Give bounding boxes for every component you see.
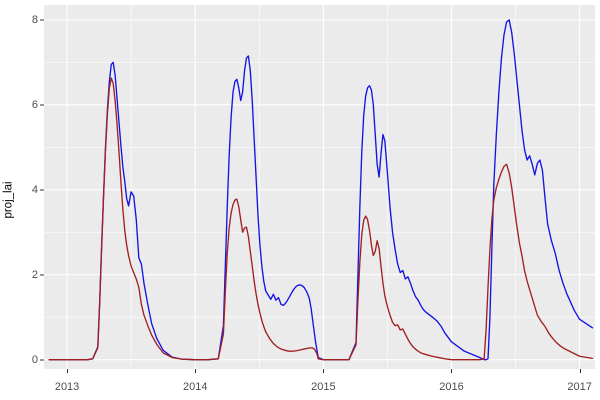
x-tick-mark <box>195 369 197 373</box>
x-tick-label: 2014 <box>182 381 208 393</box>
gridlines-major <box>44 5 595 369</box>
y-axis-tick-labels: 0 2 4 6 8 <box>0 0 44 400</box>
x-tick-mark <box>579 369 581 373</box>
y-tick-label: 8 <box>31 13 38 26</box>
x-tick-label: 2015 <box>311 381 336 393</box>
y-tick-mark <box>40 104 44 106</box>
x-tick-mark <box>451 369 453 373</box>
data-series-group <box>48 19 594 361</box>
y-tick-label: 4 <box>31 183 38 196</box>
y-tick-mark <box>40 19 44 21</box>
y-tick-label: 2 <box>31 268 38 281</box>
x-tick-label: 2013 <box>54 381 80 393</box>
plot-panel <box>44 5 595 369</box>
y-tick-mark <box>40 359 44 361</box>
y-tick-label: 6 <box>31 98 38 111</box>
series-line-blue <box>48 19 594 361</box>
plot-svg <box>44 5 595 369</box>
y-tick-label: 0 <box>31 353 38 366</box>
series-line-red <box>48 77 594 361</box>
x-tick-mark <box>67 369 69 373</box>
x-tick-label: 2017 <box>567 381 592 393</box>
gridlines-minor <box>44 5 595 369</box>
y-tick-mark <box>40 189 44 191</box>
x-tick-mark <box>323 369 325 373</box>
y-tick-mark <box>40 274 44 276</box>
x-tick-label: 2016 <box>439 381 464 393</box>
